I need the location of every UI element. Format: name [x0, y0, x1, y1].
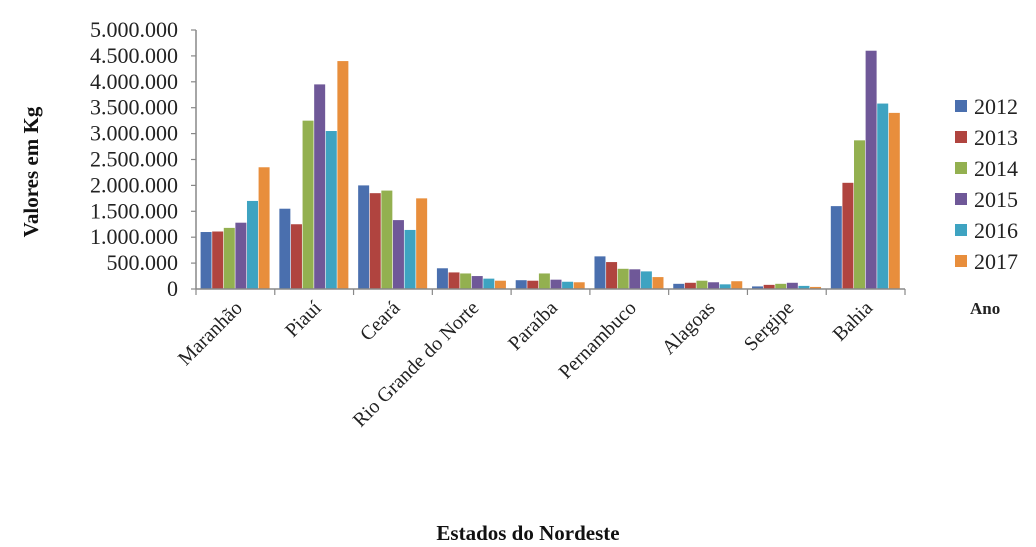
bar — [404, 229, 416, 289]
bar — [573, 282, 585, 289]
y-axis-title: Valores em Kg — [19, 106, 43, 237]
bar — [684, 282, 696, 289]
bar — [617, 268, 629, 289]
y-tick-label: 1.500.000 — [90, 198, 178, 223]
x-axis-title: Estados do Nordeste — [436, 521, 619, 545]
bar — [854, 140, 866, 289]
bar — [483, 278, 495, 289]
bar — [719, 284, 731, 289]
bar — [629, 269, 641, 289]
bar — [696, 280, 708, 289]
legend-label: 2017 — [974, 249, 1018, 274]
y-tick-label: 2.000.000 — [90, 172, 178, 197]
bar — [436, 268, 448, 289]
bar — [640, 271, 652, 289]
bar — [290, 224, 302, 289]
y-tick-label: 2.500.000 — [90, 147, 178, 172]
bar — [494, 280, 506, 289]
y-tick-label: 3.500.000 — [90, 95, 178, 120]
legend-title: Ano — [970, 299, 1000, 318]
bar — [392, 220, 404, 289]
bar — [258, 167, 270, 289]
bar — [708, 282, 720, 289]
category-label: Maranhão — [174, 297, 247, 370]
legend-swatch — [955, 255, 967, 267]
y-axis-ticks: 0500.0001.000.0001.500.0002.000.0002.500… — [90, 17, 196, 301]
legend-label: 2012 — [974, 94, 1018, 119]
bar — [830, 206, 842, 289]
category-label: Sergipe — [740, 297, 799, 356]
category-label: Pernambuco — [555, 297, 641, 383]
bar — [235, 222, 247, 289]
bar — [652, 277, 664, 289]
bar — [731, 281, 743, 289]
bar — [673, 283, 685, 289]
bar — [515, 280, 527, 289]
bar — [314, 84, 326, 289]
y-tick-label: 3.000.000 — [90, 121, 178, 146]
category-label: Piauí — [281, 297, 326, 342]
bar — [538, 273, 550, 289]
bar — [416, 198, 428, 289]
legend-label: 2014 — [974, 156, 1018, 181]
bar — [325, 131, 337, 289]
bar — [212, 231, 224, 289]
legend-label: 2013 — [974, 125, 1018, 150]
bar — [763, 284, 775, 289]
bar — [752, 286, 764, 289]
category-label: Bahia — [829, 297, 878, 346]
y-tick-label: 4.000.000 — [90, 69, 178, 94]
bar — [200, 232, 212, 289]
bar — [594, 256, 606, 289]
bar — [302, 120, 314, 290]
category-label: Paraíba — [504, 297, 562, 355]
bar — [381, 190, 393, 289]
y-tick-label: 0 — [167, 276, 178, 301]
legend-label: 2016 — [974, 218, 1018, 243]
legend: 2012 2013 2014 2015 2016 2017 — [955, 94, 1018, 274]
bar — [369, 193, 381, 289]
legend-label: 2015 — [974, 187, 1018, 212]
bar — [877, 103, 889, 289]
category-label: Alagoas — [658, 297, 720, 359]
y-tick-label: 5.000.000 — [90, 17, 178, 42]
bar — [527, 280, 539, 289]
bar — [810, 286, 822, 289]
legend-swatch — [955, 100, 967, 112]
legend-swatch — [955, 224, 967, 236]
bar — [448, 272, 460, 289]
bar — [798, 285, 810, 289]
bar — [337, 61, 349, 289]
bar — [471, 276, 483, 289]
legend-swatch — [955, 131, 967, 143]
bar — [460, 273, 472, 289]
bar — [562, 281, 574, 289]
bar — [550, 279, 562, 289]
category-label: Ceará — [356, 297, 405, 346]
legend-swatch — [955, 193, 967, 205]
bar — [279, 208, 291, 289]
legend-swatch — [955, 162, 967, 174]
bar — [775, 283, 787, 289]
bar — [786, 282, 798, 289]
bar — [246, 200, 258, 289]
bar — [358, 185, 370, 289]
bar — [888, 112, 900, 289]
bar — [223, 227, 235, 289]
y-tick-label: 500.000 — [107, 250, 179, 275]
bar — [865, 50, 877, 289]
bars — [200, 50, 900, 290]
y-tick-label: 4.500.000 — [90, 43, 178, 68]
y-tick-label: 1.000.000 — [90, 224, 178, 249]
bar — [606, 262, 618, 289]
bar — [842, 182, 854, 289]
x-axis-ticks — [195, 289, 906, 295]
